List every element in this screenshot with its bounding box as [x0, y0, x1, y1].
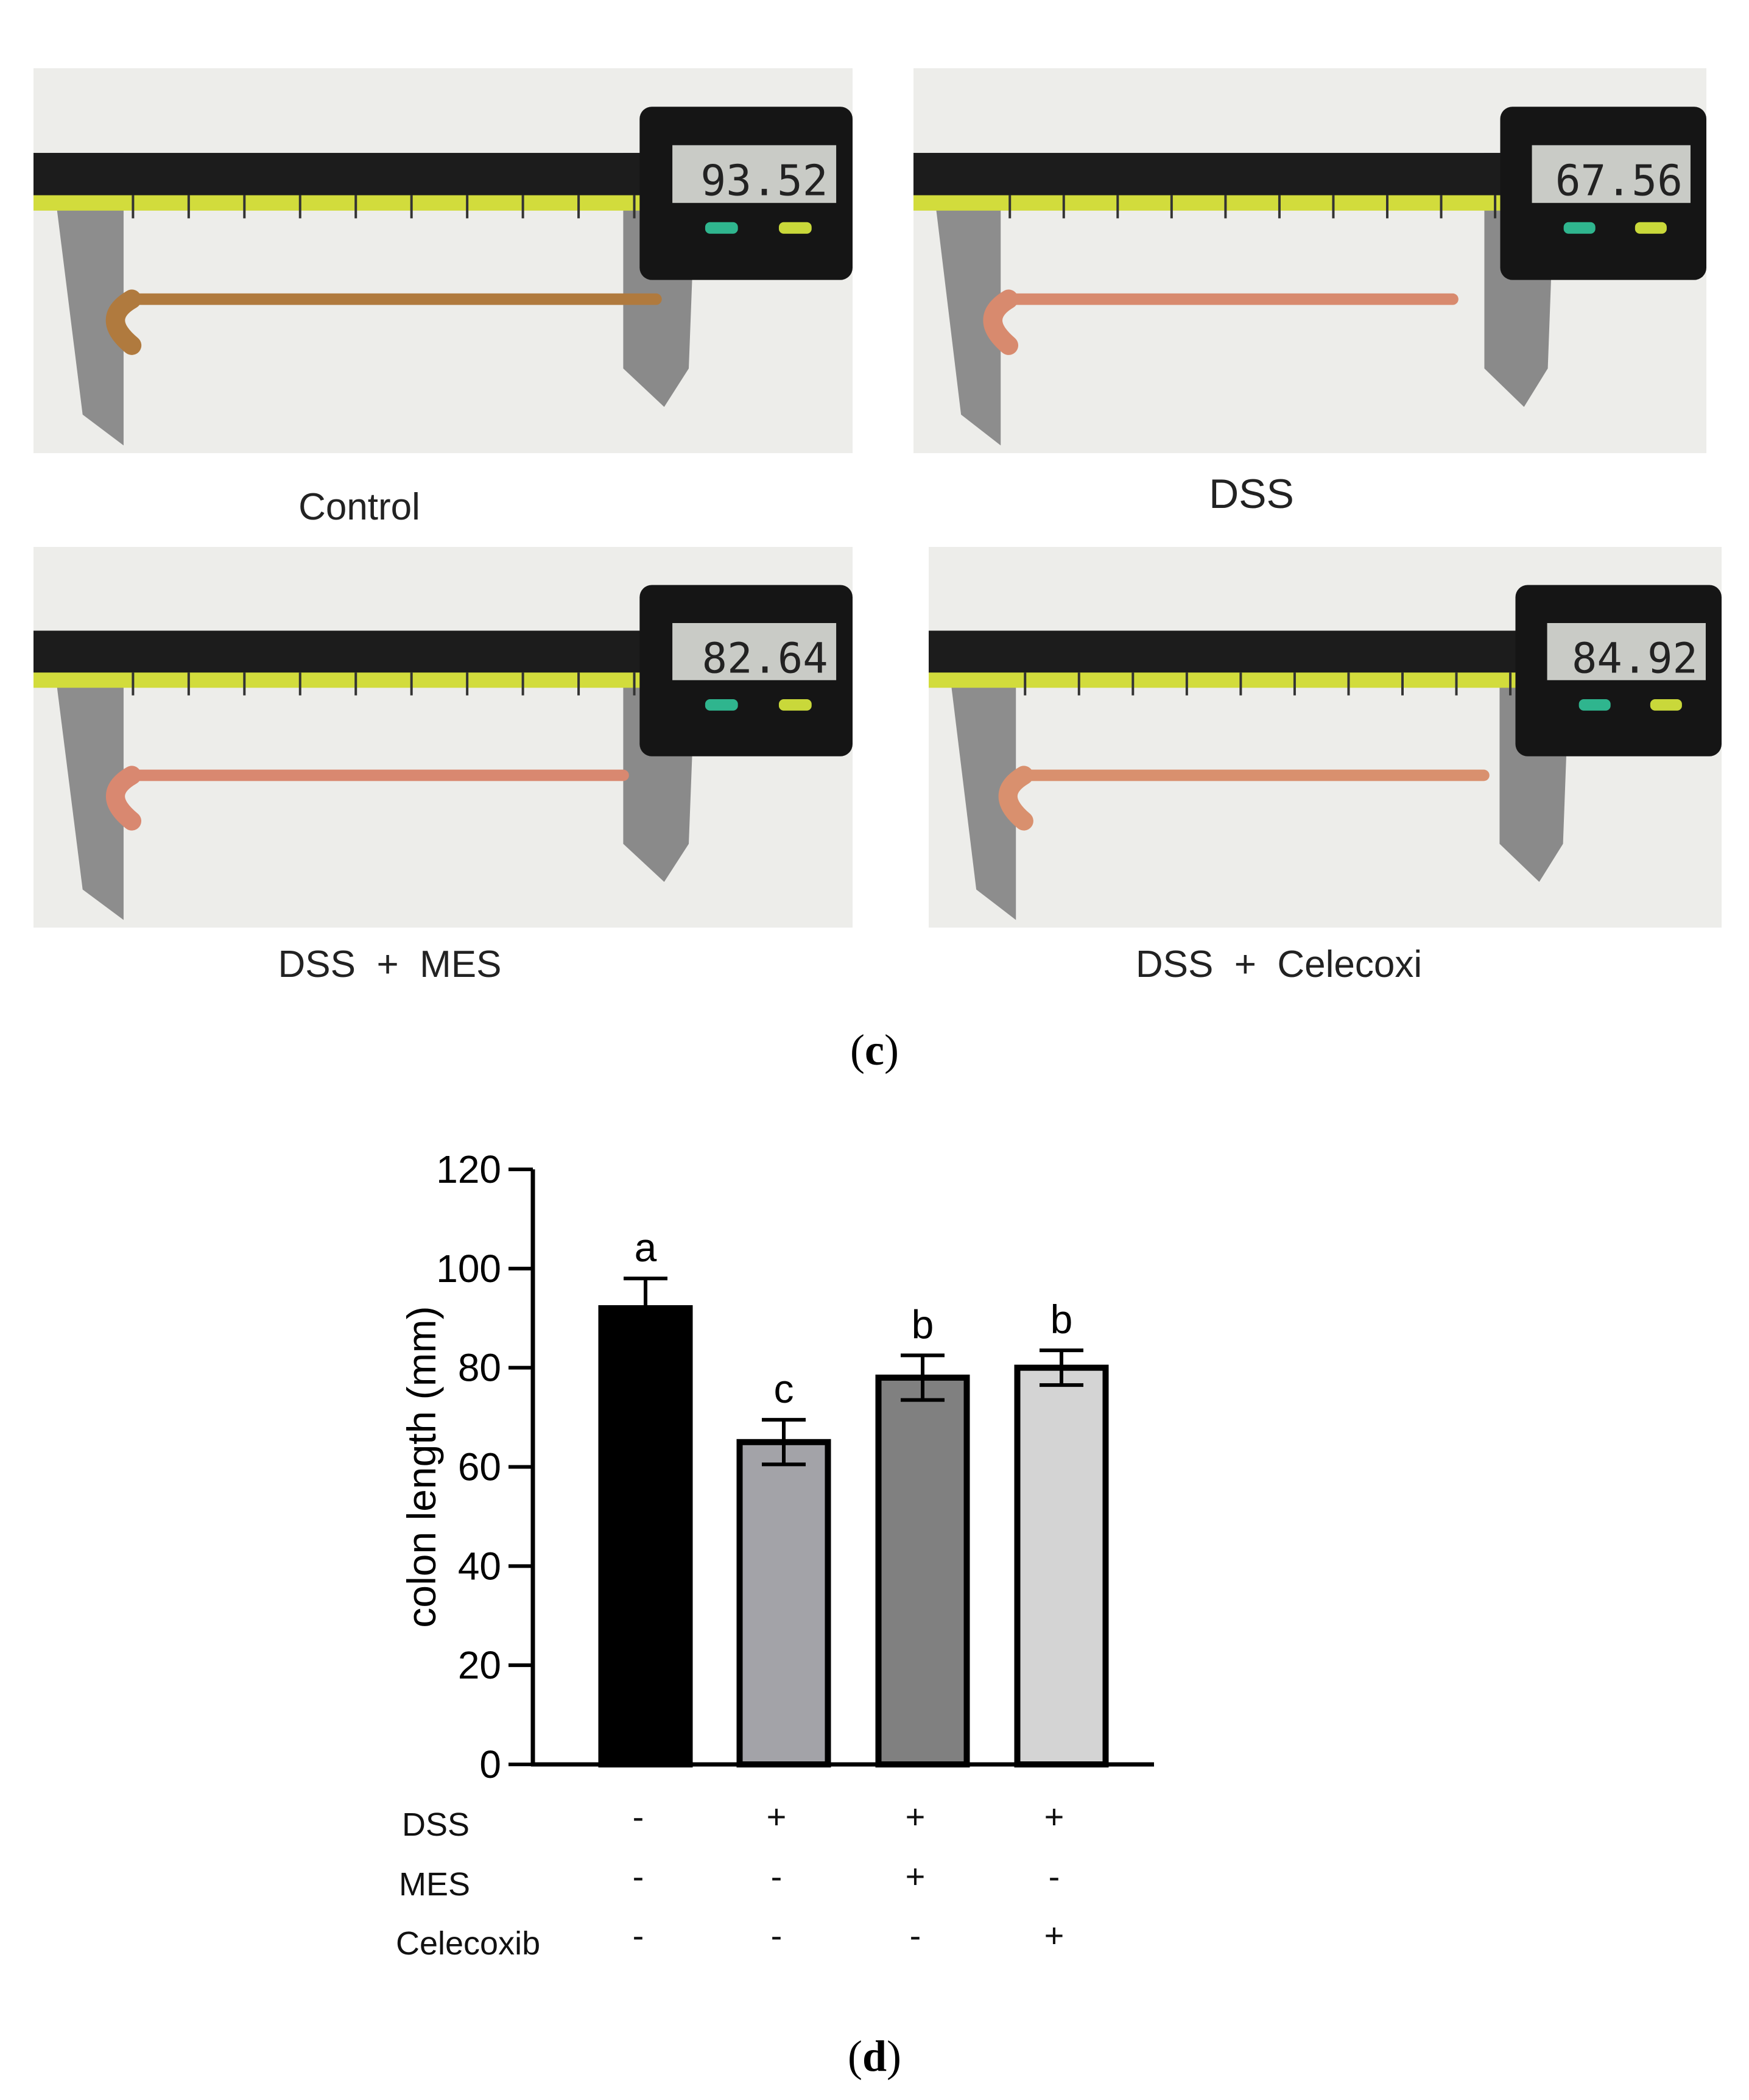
photo-dss-mes: 82.64 [33, 547, 853, 928]
treatment-label-mes: MES [399, 1866, 471, 1903]
y-tick-label: 20 [458, 1643, 501, 1687]
treatment-cell: - [770, 1857, 783, 1895]
treatment-cell: - [632, 1857, 644, 1895]
treatment-cell: + [905, 1797, 926, 1836]
treatment-cell: + [766, 1797, 787, 1836]
caption-dss-celecoxib: DSS + Celecoxi [1135, 943, 1423, 985]
treatment-cell: - [632, 1797, 644, 1836]
photo-control: 93.52 [33, 68, 853, 453]
treatment-cell: - [632, 1916, 644, 1954]
significance-letter: a [635, 1225, 657, 1270]
y-axis-label: colon length (mm) [399, 1306, 444, 1627]
treatment-cell: - [770, 1916, 783, 1954]
treatment-label-dss: DSS [402, 1806, 470, 1843]
panel-label-d: (d) [847, 2032, 901, 2081]
caliper-illustration: 93.52 [33, 68, 853, 453]
caliper-illustration: 67.56 [913, 68, 1706, 453]
treatment-cell: + [905, 1857, 926, 1895]
caption-dss-mes: DSS + MES [278, 943, 502, 985]
significance-letter: c [774, 1366, 794, 1411]
bar [736, 1439, 831, 1768]
caliper-readout: 82.64 [702, 634, 828, 683]
y-tick-label: 40 [458, 1544, 501, 1588]
caption-dss: DSS [1209, 471, 1294, 517]
y-tick-label: 120 [436, 1147, 501, 1191]
photo-dss-celecoxib: 84.92 [929, 547, 1722, 928]
caliper-readout: 67.56 [1555, 157, 1683, 206]
treatment-cell: - [1048, 1857, 1060, 1895]
photo-dss: 67.56 [913, 68, 1706, 453]
caliper-readout: 84.92 [1572, 634, 1698, 683]
significance-letter: b [912, 1302, 934, 1347]
y-tick-label: 80 [458, 1346, 501, 1390]
bar [1014, 1364, 1109, 1768]
treatment-cell: + [1044, 1916, 1065, 1954]
caliper-illustration: 84.92 [929, 547, 1722, 928]
caliper-readout: 93.52 [700, 157, 828, 206]
caption-control: Control [298, 486, 420, 528]
y-tick-label: 100 [436, 1247, 501, 1291]
y-tick-label: 0 [479, 1742, 501, 1786]
caliper-illustration: 82.64 [33, 547, 853, 928]
treatment-label-celecoxib: Celecoxib [396, 1925, 541, 1962]
bar [598, 1305, 693, 1767]
panel-label-c: (c) [850, 1026, 899, 1074]
bar [875, 1374, 970, 1767]
significance-letter: b [1050, 1297, 1073, 1342]
y-tick-label: 60 [458, 1445, 501, 1489]
treatment-cell: - [909, 1916, 921, 1954]
treatment-cell: + [1044, 1797, 1065, 1836]
